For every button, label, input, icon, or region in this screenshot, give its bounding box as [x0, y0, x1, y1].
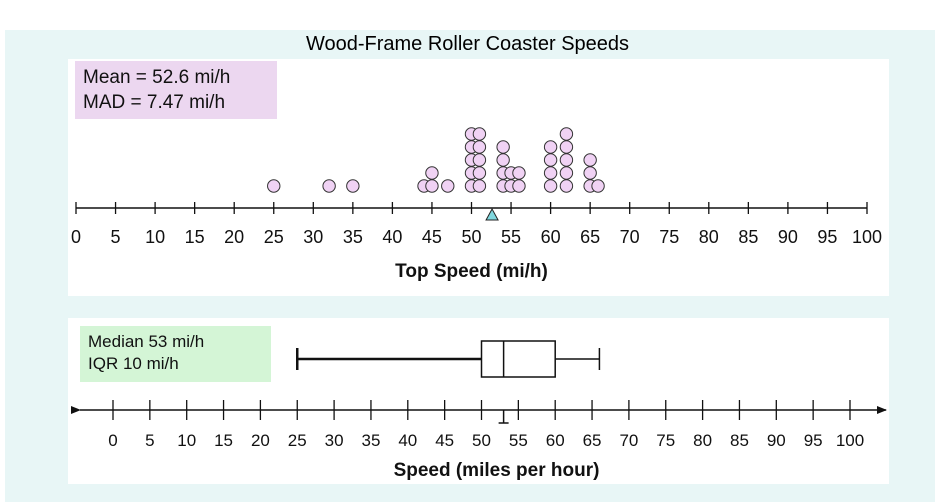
median-label: Median 53 mi/h — [88, 332, 205, 351]
dot-axis-tick-label: 25 — [264, 227, 284, 247]
data-dot — [512, 179, 526, 193]
box-axis-tick-label: 60 — [546, 431, 565, 450]
data-dot — [472, 166, 487, 180]
data-dot — [543, 140, 558, 154]
box-axis-tick-label: 50 — [472, 431, 491, 450]
dot-axis-tick-label: 85 — [738, 227, 758, 247]
data-dot — [559, 140, 574, 154]
dot-axis-title: Top Speed (mi/h) — [395, 261, 548, 282]
mean-mad-box: Mean = 52.6 mi/h MAD = 7.47 mi/h — [75, 61, 277, 119]
mean-label: Mean = 52.6 mi/h — [83, 67, 231, 88]
data-dot — [559, 127, 574, 141]
box-axis-tick-label: 40 — [398, 431, 417, 450]
data-dot — [496, 153, 510, 167]
box-axis-tick-label: 35 — [361, 431, 380, 450]
box-axis-tick-label: 100 — [836, 431, 864, 450]
data-dot — [472, 140, 487, 154]
median-iqr-box: Median 53 mi/h IQR 10 mi/h — [80, 326, 271, 382]
dot-axis-tick-label: 75 — [659, 227, 679, 247]
box-axis-tick-label: 10 — [177, 431, 196, 450]
data-dot — [559, 153, 574, 167]
box-axis-tick-label: 95 — [804, 431, 823, 450]
box-axis-tick-label: 20 — [251, 431, 270, 450]
box-axis-tick-label: 45 — [435, 431, 454, 450]
dot-axis-tick-label: 95 — [817, 227, 837, 247]
dot-axis-tick-label: 15 — [185, 227, 205, 247]
chart-title: Wood-Frame Roller Coaster Speeds — [305, 33, 630, 55]
data-dot — [583, 153, 597, 167]
dot-axis-tick-label: 80 — [699, 227, 719, 247]
dot-axis-tick-label: 60 — [541, 227, 561, 247]
iqr-box — [480, 340, 556, 378]
box-axis-tick-label: 30 — [325, 431, 344, 450]
dot-axis-tick-label: 30 — [303, 227, 323, 247]
box-axis-tick-label: 15 — [214, 431, 233, 450]
data-dot — [496, 140, 510, 154]
dot-axis-tick-label: 20 — [224, 227, 244, 247]
dot-axis-tick-label: 65 — [580, 227, 600, 247]
dot-axis-tick-label: 90 — [778, 227, 798, 247]
data-dot — [559, 166, 574, 180]
box-axis-tick-label: 65 — [583, 431, 602, 450]
data-dot — [583, 166, 597, 180]
data-dot — [346, 179, 360, 193]
box-axis-tick-label: 85 — [730, 431, 749, 450]
iqr-label: IQR 10 mi/h — [88, 354, 179, 374]
box-axis-tick-label: 5 — [145, 431, 154, 450]
dot-plot: 0 5 10 15 20 25 30 35 40 45 50 55 60 65 70 75 80 85 90 95 10… — [71, 127, 882, 282]
dot-axis-tick-label: 35 — [343, 227, 363, 247]
dot-axis-tick-label: 70 — [620, 227, 640, 247]
data-dot — [543, 153, 558, 167]
box-plot: 0 5 10 15 20 25 30 35 40 45 50 55 60 65 70 75 80 85 90 95 10… — [71, 340, 887, 481]
data-dot — [559, 179, 574, 193]
data-dot — [267, 179, 281, 193]
data-dot — [472, 127, 487, 141]
dot-axis-tick-label: 40 — [382, 227, 402, 247]
box-axis-title: Speed (miles per hour) — [394, 460, 600, 481]
data-dot — [472, 153, 487, 167]
dot-axis-tick-label: 50 — [461, 227, 481, 247]
dot-axis-tick-label: 45 — [422, 227, 442, 247]
data-dot — [543, 179, 558, 193]
dot-axis-tick-label: 0 — [71, 227, 81, 247]
dot-axis-tick-label: 100 — [852, 227, 882, 247]
data-dot — [512, 166, 526, 180]
dot-axis-tick-label: 10 — [145, 227, 165, 247]
box-axis-tick-label: 70 — [619, 431, 638, 450]
data-dot — [441, 179, 455, 193]
box-axis-tick-label: 90 — [767, 431, 786, 450]
data-dot — [425, 166, 439, 180]
data-dot — [543, 166, 558, 180]
data-dot — [591, 179, 605, 193]
mean-marker — [485, 207, 499, 221]
dot-axis-tick-label: 55 — [501, 227, 521, 247]
data-dot — [322, 179, 336, 193]
box-axis-tick-label: 55 — [509, 431, 528, 450]
data-dot — [425, 179, 439, 193]
data-dot — [472, 179, 487, 193]
box-axis-tick-label: 0 — [108, 431, 117, 450]
box-axis-tick-label: 80 — [693, 431, 712, 450]
box-axis-tick-label: 75 — [656, 431, 675, 450]
dot-axis-tick-label: 5 — [111, 227, 121, 247]
mad-label: MAD = 7.47 mi/h — [83, 91, 226, 113]
box-axis-tick-label: 25 — [288, 431, 307, 450]
